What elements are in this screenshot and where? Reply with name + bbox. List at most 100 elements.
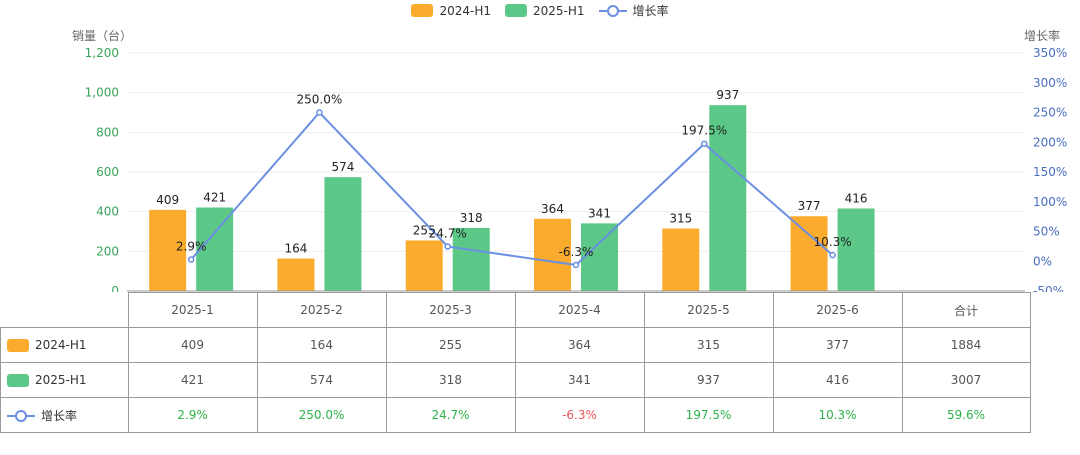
bar <box>662 228 700 291</box>
table-row: 2024-H1 409 164 255 364 315 377 1884 <box>0 327 1031 363</box>
legend-swatch-2024 <box>411 4 434 17</box>
table-cell: 3007 <box>901 362 1031 398</box>
table-cell-growth: -6.3% <box>514 397 645 433</box>
growth-point <box>572 261 580 269</box>
bar-value-label: 421 <box>203 191 226 205</box>
growth-line <box>190 111 834 267</box>
legend-item-2025[interactable]: 2025-H1 <box>504 2 585 19</box>
table-header-row: 2025-1 2025-2 2025-3 2025-4 2025-5 2025-… <box>0 292 1031 328</box>
y2-tick-label: 250% <box>1033 106 1067 120</box>
table-cell: 318 <box>385 362 516 398</box>
row-label: 增长率 <box>41 408 78 423</box>
growth-point <box>316 109 323 116</box>
table-cell: 421 <box>127 362 258 398</box>
table-cell: 164 <box>256 327 387 363</box>
row-label: 2024-H1 <box>35 338 87 352</box>
bar-value-label: 318 <box>460 211 483 225</box>
bar <box>709 105 747 291</box>
table-cell: 574 <box>256 362 387 398</box>
row-header-2024: 2024-H1 <box>0 327 129 363</box>
bar <box>581 223 618 291</box>
bar-value-label: 164 <box>284 241 307 255</box>
legend-label-growth: 增长率 <box>632 4 669 18</box>
bar-value-label: 574 <box>331 160 354 174</box>
table-cell: 377 <box>772 327 903 363</box>
y-tick-label: 200 <box>96 244 119 258</box>
row-header-growth: 增长率 <box>0 397 129 433</box>
bar-value-label: 377 <box>798 199 821 213</box>
legend: 2024-H1 2025-H1 增长率 <box>0 2 1080 19</box>
legend-item-2024[interactable]: 2024-H1 <box>411 2 491 19</box>
y-tick-label: 800 <box>96 125 119 139</box>
table-cell-growth: 250.0% <box>256 397 387 433</box>
y2-tick-label: 50% <box>1033 225 1060 239</box>
y-tick-label: 400 <box>96 205 119 219</box>
table-header-cell: 2025-2 <box>256 292 387 328</box>
table-cell: 937 <box>643 362 774 398</box>
bar-value-label: 937 <box>716 88 739 102</box>
data-table: 2025-1 2025-2 2025-3 2025-4 2025-5 2025-… <box>0 292 1031 433</box>
table-header-cell: 2025-4 <box>514 292 645 328</box>
legend-line-icon <box>598 4 627 17</box>
bar-value-label: 315 <box>669 212 692 226</box>
table-cell: 416 <box>772 362 903 398</box>
bar <box>790 216 828 291</box>
row-header-2025: 2025-H1 <box>0 362 129 398</box>
bar <box>837 208 875 291</box>
y-axis-title: 销量（台） <box>72 29 133 43</box>
bar <box>149 209 187 291</box>
y-tick-label: 1,000 <box>85 86 119 100</box>
legend-swatch-2025 <box>504 4 527 17</box>
row-label: 2025-H1 <box>35 373 87 387</box>
bar <box>534 218 571 291</box>
growth-label: 24.7% <box>429 227 467 241</box>
y2-tick-label: 100% <box>1033 195 1067 209</box>
table-row: 2025-H1 421 574 318 341 937 416 3007 <box>0 362 1031 398</box>
table-header-cell: 2025-3 <box>385 292 516 328</box>
y-tick-label: 1,200 <box>85 46 119 60</box>
bar-value-label: 409 <box>156 193 179 207</box>
table-cell: 409 <box>127 327 258 363</box>
swatch-2025 <box>7 373 29 387</box>
table-header-cell: 2025-6 <box>772 292 903 328</box>
bar <box>277 258 315 291</box>
bar-value-label: 341 <box>588 206 611 220</box>
legend-item-growth[interactable]: 增长率 <box>598 2 669 19</box>
bar <box>405 240 443 291</box>
combo-chart: 0 200 400 600 800 1,000 1,200 -50% 0% 50% 100% 150%… <box>85 46 1068 292</box>
table-cell-growth: 197.5% <box>643 397 774 433</box>
table-cell: 1884 <box>901 327 1031 363</box>
bar <box>324 177 362 291</box>
table-cell: 315 <box>643 327 774 363</box>
growth-label: -6.3% <box>559 245 594 259</box>
y-tick-label: 0 <box>111 284 119 292</box>
bar-value-label: 416 <box>845 191 868 205</box>
table-row: 增长率 2.9% 250.0% 24.7% -6.3% 197.5% 10.3%… <box>0 397 1031 433</box>
y2-tick-label: 200% <box>1033 135 1067 149</box>
table-cell: 341 <box>514 362 645 398</box>
table-cell-growth: 10.3% <box>772 397 903 433</box>
y2-tick-label: 150% <box>1033 165 1067 179</box>
growth-label: 2.9% <box>176 240 207 254</box>
bar <box>196 207 234 291</box>
legend-label-2025: 2025-H1 <box>532 3 585 18</box>
growth-label: 197.5% <box>681 124 727 138</box>
table-header-cell: 合计 <box>901 292 1031 328</box>
growth-point <box>444 243 451 250</box>
table-cell-growth: 24.7% <box>385 397 516 433</box>
table-cell: 364 <box>514 327 645 363</box>
growth-point <box>701 140 708 147</box>
table-cell: 255 <box>385 327 516 363</box>
growth-label: 250.0% <box>297 93 343 107</box>
bar <box>452 227 490 291</box>
table-header-cell: 2025-1 <box>127 292 258 328</box>
legend-label-2024: 2024-H1 <box>439 3 491 18</box>
table-corner <box>0 292 129 328</box>
growth-label: 10.3% <box>814 235 852 249</box>
table-cell-growth: 59.6% <box>901 397 1031 433</box>
swatch-2024 <box>7 338 29 352</box>
y2-tick-label: 0% <box>1033 254 1052 268</box>
y2-tick-label: 300% <box>1033 76 1067 90</box>
growth-point <box>829 251 836 259</box>
y-tick-label: 600 <box>96 165 119 179</box>
